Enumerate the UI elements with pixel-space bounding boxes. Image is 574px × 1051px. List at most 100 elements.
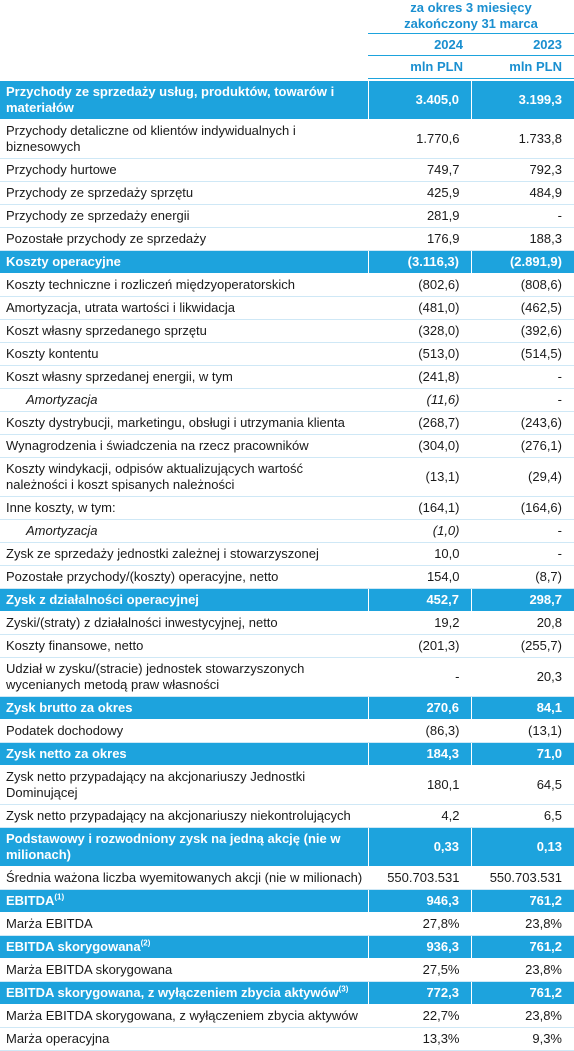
footnote-marker: (3) [339, 985, 349, 994]
unit-2023-header: mln PLN [466, 59, 562, 74]
value-2023: 9,3% [472, 1028, 574, 1051]
table-row: Przychody detaliczne od klientów indywid… [0, 120, 574, 159]
value-2024: 452,7 [369, 589, 472, 612]
value-2023: (276,1) [472, 435, 574, 458]
row-label-text: Podstawowy i rozwodniony zysk na jedną a… [6, 831, 340, 862]
value-2024: 180,1 [369, 766, 472, 805]
row-label: Zysk z działalności operacyjnej [0, 589, 369, 612]
value-2024: (3.116,3) [369, 251, 472, 274]
value-2024: (86,3) [369, 720, 472, 743]
row-label: Przychody ze sprzedaży energii [0, 205, 369, 228]
value-2023: 761,2 [472, 890, 574, 913]
table-row: Zysk netto przypadający na akcjonariuszy… [0, 805, 574, 828]
year-2023-header: 2023 [466, 37, 562, 52]
row-label-text: Zysk ze sprzedaży jednostki zależnej i s… [6, 546, 319, 561]
table-row: Amortyzacja(11,6)- [0, 389, 574, 412]
value-2023: (8,7) [472, 566, 574, 589]
row-label-text: Koszty dystrybucji, marketingu, obsługi … [6, 415, 345, 430]
table-row: Koszty techniczne i rozliczeń międzyoper… [0, 274, 574, 297]
value-2024: 184,3 [369, 743, 472, 766]
value-2023: - [472, 389, 574, 412]
row-label: EBITDA skorygowana(2) [0, 936, 369, 959]
value-2023: (462,5) [472, 297, 574, 320]
value-2023: (255,7) [472, 635, 574, 658]
row-label: Przychody ze sprzedaży usług, produktów,… [0, 81, 369, 120]
row-label: Koszty operacyjne [0, 251, 369, 274]
row-label-text: Koszt własny sprzedanej energii, w tym [6, 369, 233, 384]
row-label-text: Udział w zysku/(stracie) jednostek stowa… [6, 661, 304, 692]
table-row: Amortyzacja, utrata wartości i likwidacj… [0, 297, 574, 320]
row-label-text: Zysk brutto za okres [6, 700, 132, 715]
table-row: Zysk netto przypadający na akcjonariuszy… [0, 766, 574, 805]
row-label: Zysk netto przypadający na akcjonariuszy… [0, 805, 369, 828]
row-label-text: Średnia ważona liczba wyemitowanych akcj… [6, 870, 362, 885]
row-label-text: Zysk netto przypadający na akcjonariuszy… [6, 808, 351, 823]
row-label-text: Wynagrodzenia i świadczenia na rzecz pra… [6, 438, 309, 453]
row-label-text: Marża operacyjna [6, 1031, 109, 1046]
row-label: Zysk netto za okres [0, 743, 369, 766]
value-2023: (392,6) [472, 320, 574, 343]
row-label: Wynagrodzenia i świadczenia na rzecz pra… [0, 435, 369, 458]
value-2024: 0,33 [369, 828, 472, 867]
footnote-marker: (1) [54, 893, 64, 902]
row-label: Marża EBITDA skorygowana, z wyłączeniem … [0, 1005, 369, 1028]
row-label-text: Przychody ze sprzedaży usług, produktów,… [6, 84, 334, 115]
value-2023: 20,8 [472, 612, 574, 635]
row-label-text: Przychody detaliczne od klientów indywid… [6, 123, 296, 154]
row-label: Pozostałe przychody ze sprzedaży [0, 228, 369, 251]
income-statement-table: Przychody ze sprzedaży usług, produktów,… [0, 81, 574, 1051]
value-2023: (514,5) [472, 343, 574, 366]
period-line-1: za okres 3 miesięcy [368, 0, 574, 16]
row-label: Amortyzacja, utrata wartości i likwidacj… [0, 297, 369, 320]
row-label: EBITDA skorygowana, z wyłączeniem zbycia… [0, 982, 369, 1005]
table-row: Koszt własny sprzedanego sprzętu(328,0)(… [0, 320, 574, 343]
row-label: Średnia ważona liczba wyemitowanych akcj… [0, 867, 369, 890]
table-row: Zysk ze sprzedaży jednostki zależnej i s… [0, 543, 574, 566]
value-2023: 64,5 [472, 766, 574, 805]
value-2024: 425,9 [369, 182, 472, 205]
row-label-text: Amortyzacja [26, 392, 98, 407]
value-2024: 176,9 [369, 228, 472, 251]
value-2023: (2.891,9) [472, 251, 574, 274]
value-2024: (481,0) [369, 297, 472, 320]
value-2023: 0,13 [472, 828, 574, 867]
row-label: Podstawowy i rozwodniony zysk na jedną a… [0, 828, 369, 867]
value-2024: (241,8) [369, 366, 472, 389]
value-2023: 484,9 [472, 182, 574, 205]
row-label-text: Zysk netto przypadający na akcjonariuszy… [6, 769, 305, 800]
value-2023: 761,2 [472, 936, 574, 959]
table-row: Udział w zysku/(stracie) jednostek stowa… [0, 658, 574, 697]
table-row: Koszty dystrybucji, marketingu, obsługi … [0, 412, 574, 435]
row-label-text: Zysk z działalności operacyjnej [6, 592, 199, 607]
row-label-text: Przychody ze sprzedaży sprzętu [6, 185, 193, 200]
table-row: Marża EBITDA skorygowana, z wyłączeniem … [0, 1005, 574, 1028]
row-label-text: Przychody ze sprzedaży energii [6, 208, 190, 223]
unit-2024-header: mln PLN [368, 59, 463, 74]
divider [368, 78, 574, 79]
row-label: Inne koszty, w tym: [0, 497, 369, 520]
row-label: Przychody detaliczne od klientów indywid… [0, 120, 369, 159]
row-label: Przychody ze sprzedaży sprzętu [0, 182, 369, 205]
value-2024: (513,0) [369, 343, 472, 366]
value-2024: 19,2 [369, 612, 472, 635]
table-row: Podatek dochodowy(86,3)(13,1) [0, 720, 574, 743]
value-2023: (29,4) [472, 458, 574, 497]
table-row: Koszty kontentu(513,0)(514,5) [0, 343, 574, 366]
row-label: Marża EBITDA [0, 913, 369, 936]
value-2024: 946,3 [369, 890, 472, 913]
value-2024: (328,0) [369, 320, 472, 343]
table-row: Średnia ważona liczba wyemitowanych akcj… [0, 867, 574, 890]
footnote-marker: (2) [141, 939, 151, 948]
section-total-row: Podstawowy i rozwodniony zysk na jedną a… [0, 828, 574, 867]
